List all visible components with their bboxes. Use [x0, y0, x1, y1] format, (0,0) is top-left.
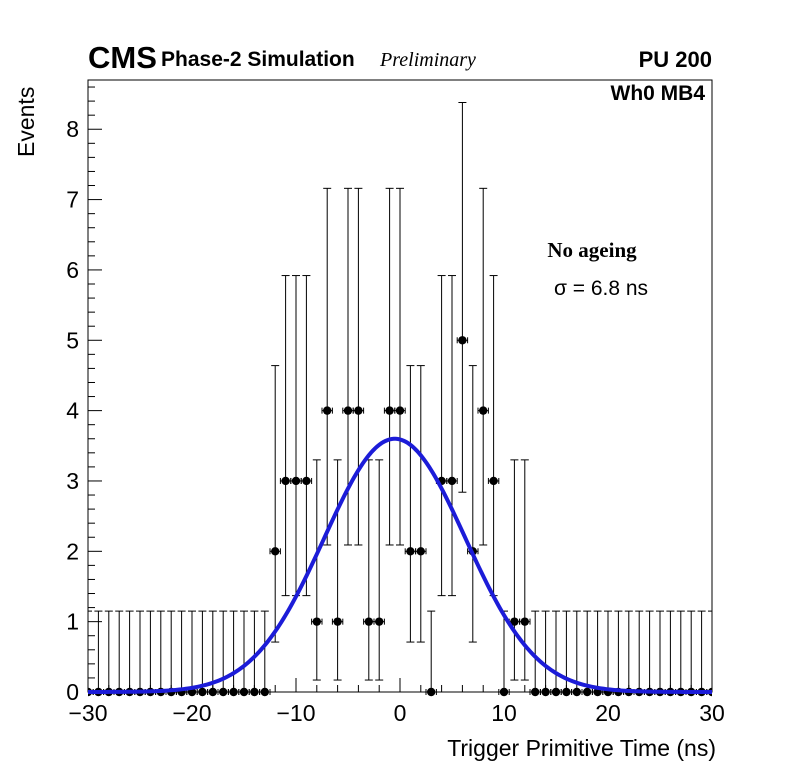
experiment-logo-text: CMS: [88, 40, 157, 75]
chamber-label: Wh0 MB4: [611, 82, 706, 105]
data-point-marker: [447, 476, 457, 486]
data-point-marker: [250, 687, 259, 697]
x-tick-label: −30: [68, 700, 107, 726]
data-point-marker: [427, 687, 436, 697]
y-tick-label: 0: [66, 679, 79, 705]
simulation-context-label: Phase-2 Simulation: [161, 48, 355, 71]
data-point-marker: [208, 687, 217, 697]
y-tick-label: 1: [66, 609, 79, 635]
data-point-marker: [551, 687, 561, 697]
data-point-marker: [520, 617, 529, 626]
data-point-marker: [239, 687, 249, 697]
y-tick-label: 3: [66, 468, 79, 494]
data-point-marker: [375, 617, 384, 626]
x-axis: −30 −20 −10 0 10 20 30: [68, 678, 725, 726]
data-point-marker: [333, 617, 342, 626]
x-tick-label: 0: [394, 700, 407, 726]
data-point-marker: [302, 476, 311, 486]
x-tick-label: −20: [172, 700, 211, 726]
y-axis-title: Events: [13, 87, 39, 157]
y-axis: 0 1 2 3 4 5 6 7 8: [66, 86, 102, 705]
x-tick-label: 10: [491, 700, 517, 726]
data-point-marker: [499, 687, 509, 697]
x-tick-label: 20: [595, 700, 621, 726]
data-point-marker: [541, 687, 550, 697]
data-point-marker: [323, 406, 332, 415]
data-point-marker: [271, 547, 280, 556]
data-point-marker: [312, 617, 321, 626]
y-tick-label: 7: [66, 187, 79, 213]
data-point-marker: [219, 687, 228, 697]
preliminary-label: Preliminary: [379, 49, 476, 71]
data-point-marker: [229, 687, 238, 697]
x-axis-title: Trigger Primitive Time (ns): [447, 735, 716, 761]
y-tick-label: 2: [66, 538, 79, 564]
x-tick-label: 30: [699, 700, 725, 726]
data-point-marker: [364, 617, 373, 626]
data-point-marker: [562, 687, 571, 697]
data-point-marker: [510, 617, 519, 626]
gaussian-fit-curve: [88, 436, 712, 694]
x-tick-label: −10: [276, 700, 315, 726]
y-tick-label: 6: [66, 257, 79, 283]
data-point-marker: [531, 687, 540, 697]
annotation-sigma-value: σ = 6.8 ns: [554, 277, 648, 300]
pileup-label: PU 200: [639, 47, 712, 72]
data-point-marker: [572, 687, 581, 697]
data-point-marker: [583, 687, 592, 697]
y-tick-label: 4: [66, 398, 79, 424]
data-point-marker: [343, 406, 353, 415]
data-point-marker: [489, 476, 498, 486]
data-point-marker: [479, 406, 488, 415]
y-tick-label: 5: [66, 327, 79, 353]
data-point-marker: [198, 687, 207, 697]
y-tick-label: 8: [66, 116, 79, 142]
data-point-marker: [354, 406, 363, 415]
data-point-marker: [260, 687, 269, 697]
data-point-marker: [385, 406, 394, 415]
error-bars: [88, 102, 712, 695]
annotation-title: No ageing: [547, 238, 637, 262]
data-point-marker: [416, 547, 425, 556]
data-point-marker: [406, 547, 415, 556]
data-point-marker: [458, 336, 467, 345]
data-point-marker: [395, 406, 405, 415]
data-point-marker: [281, 476, 290, 486]
data-point-marker: [291, 476, 301, 486]
